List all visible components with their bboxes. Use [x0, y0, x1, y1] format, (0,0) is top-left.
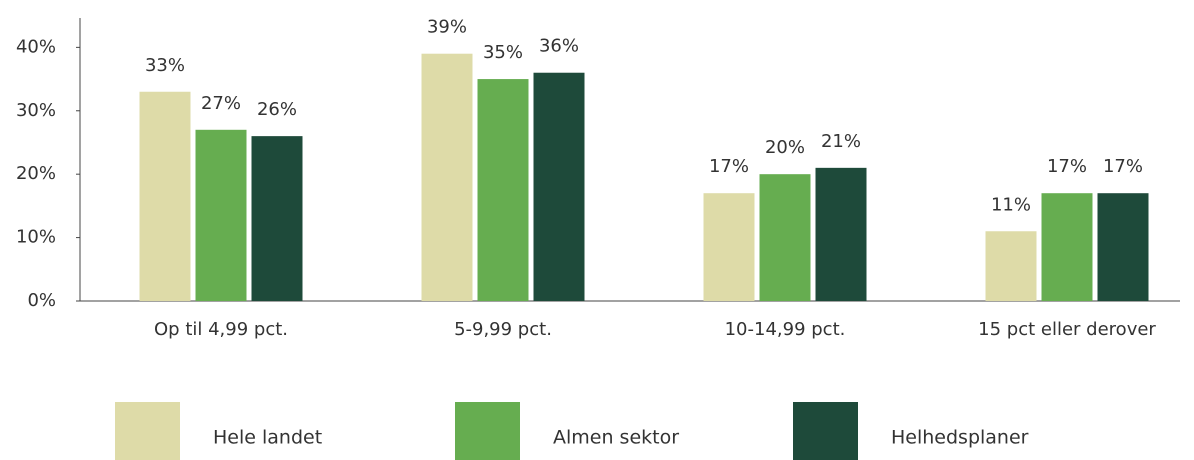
bar — [251, 136, 303, 301]
data-label: 39% — [427, 17, 467, 38]
data-label: 21% — [821, 131, 861, 152]
legend-label: Helhedsplaner — [891, 427, 1029, 449]
bar — [759, 174, 811, 301]
data-label: 20% — [765, 137, 805, 158]
x-tick-label: Op til 4,99 pct. — [154, 319, 288, 340]
legend-label: Almen sektor — [553, 427, 679, 449]
data-label: 17% — [1103, 156, 1143, 177]
y-tick-label: 40% — [16, 36, 56, 57]
legend-label: Hele landet — [213, 427, 322, 449]
data-label: 35% — [483, 42, 523, 63]
legend-swatch — [793, 402, 858, 460]
bar — [533, 72, 585, 302]
x-tick-label: 15 pct eller derover — [978, 319, 1156, 340]
bar — [1097, 193, 1149, 301]
legend-swatch — [455, 402, 520, 460]
data-label: 36% — [539, 36, 579, 57]
bar — [139, 91, 191, 301]
bar — [1041, 193, 1093, 301]
y-tick-label: 0% — [27, 290, 56, 311]
x-tick-label: 10-14,99 pct. — [725, 319, 846, 340]
data-label: 27% — [201, 93, 241, 114]
data-label: 17% — [709, 156, 749, 177]
y-tick-label: 20% — [16, 163, 56, 184]
bar — [703, 193, 755, 301]
y-tick-label: 10% — [16, 227, 56, 248]
data-label: 11% — [991, 194, 1031, 215]
data-label: 26% — [257, 99, 297, 120]
bar — [815, 167, 867, 301]
bar — [421, 53, 473, 301]
bar — [985, 231, 1037, 301]
bar — [195, 129, 247, 301]
bar — [477, 79, 529, 302]
data-label: 33% — [145, 55, 185, 76]
y-tick-label: 30% — [16, 100, 56, 121]
data-label: 17% — [1047, 156, 1087, 177]
x-tick-label: 5-9,99 pct. — [454, 319, 552, 340]
legend-swatch — [115, 402, 180, 460]
